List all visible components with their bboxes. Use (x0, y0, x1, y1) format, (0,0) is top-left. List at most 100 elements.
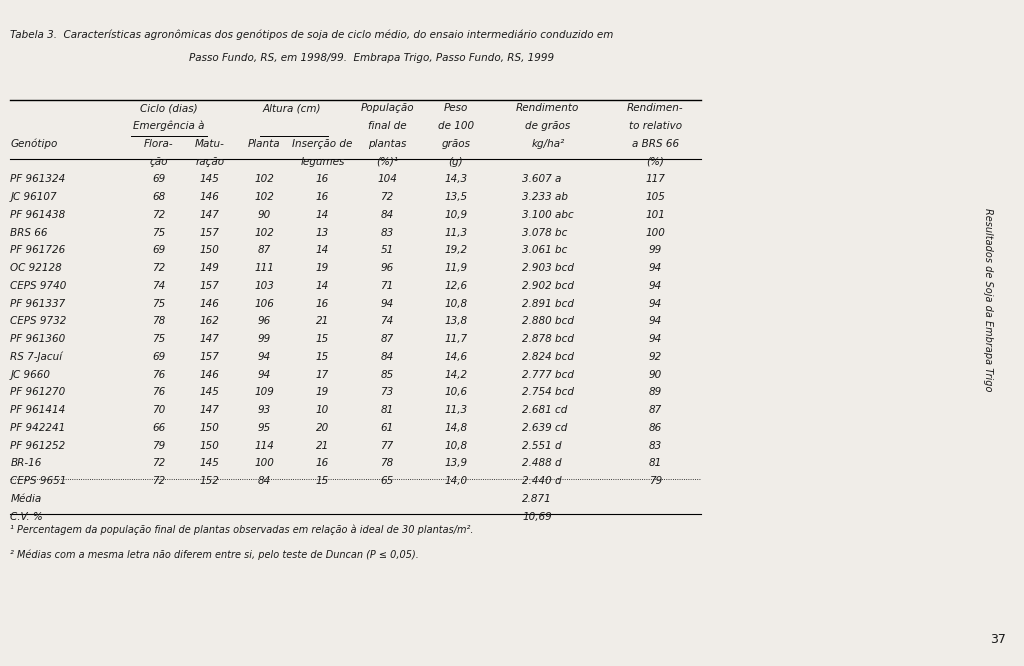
Text: PF 961252: PF 961252 (10, 441, 66, 451)
Text: 105: 105 (645, 192, 666, 202)
Text: 94: 94 (649, 298, 662, 308)
Text: Rendimento: Rendimento (516, 103, 580, 113)
Text: 11,3: 11,3 (444, 405, 467, 415)
Text: 79: 79 (153, 441, 165, 451)
Text: 157: 157 (200, 281, 220, 291)
Text: Altura (cm): Altura (cm) (262, 103, 322, 113)
Text: (%)¹: (%)¹ (376, 157, 398, 166)
Text: 2.777 bcd: 2.777 bcd (522, 370, 574, 380)
Text: 87: 87 (649, 405, 662, 415)
Text: Passo Fundo, RS, em 1998/99.  Embrapa Trigo, Passo Fundo, RS, 1999: Passo Fundo, RS, em 1998/99. Embrapa Tri… (189, 53, 555, 63)
Text: 145: 145 (200, 388, 220, 398)
Text: final de: final de (368, 121, 407, 131)
Text: 13,5: 13,5 (444, 192, 467, 202)
Text: 162: 162 (200, 316, 220, 326)
Text: 81: 81 (649, 458, 662, 468)
Text: 78: 78 (153, 316, 165, 326)
Text: OC 92128: OC 92128 (10, 263, 62, 273)
Text: 16: 16 (316, 458, 329, 468)
Text: 72: 72 (153, 476, 165, 486)
Text: PF 961270: PF 961270 (10, 388, 66, 398)
Text: 76: 76 (153, 388, 165, 398)
Text: 109: 109 (254, 388, 274, 398)
Text: 14,0: 14,0 (444, 476, 467, 486)
Text: 74: 74 (153, 281, 165, 291)
Text: 79: 79 (649, 476, 662, 486)
Text: 51: 51 (381, 245, 393, 255)
Text: 111: 111 (254, 263, 274, 273)
Text: PF 961324: PF 961324 (10, 174, 66, 184)
Text: CEPS 9740: CEPS 9740 (10, 281, 67, 291)
Text: C.V. %: C.V. % (10, 511, 43, 521)
Text: 72: 72 (153, 458, 165, 468)
Text: JC 96107: JC 96107 (10, 192, 57, 202)
Text: Resultados de Soja da Embrapa Trigo: Resultados de Soja da Embrapa Trigo (983, 208, 993, 392)
Text: 81: 81 (381, 405, 393, 415)
Text: Flora-: Flora- (144, 139, 173, 149)
Text: 146: 146 (200, 370, 220, 380)
Text: PF 942241: PF 942241 (10, 423, 66, 433)
Text: 94: 94 (649, 263, 662, 273)
Text: ração: ração (196, 157, 224, 166)
Text: PF 961726: PF 961726 (10, 245, 66, 255)
Text: 94: 94 (649, 334, 662, 344)
Text: 94: 94 (258, 370, 270, 380)
Text: 86: 86 (649, 423, 662, 433)
Text: de grãos: de grãos (525, 121, 570, 131)
Text: 2.551 d: 2.551 d (522, 441, 562, 451)
Text: 96: 96 (381, 263, 393, 273)
Text: 102: 102 (254, 228, 274, 238)
Text: 10,8: 10,8 (444, 298, 467, 308)
Text: 102: 102 (254, 192, 274, 202)
Text: 94: 94 (258, 352, 270, 362)
Text: a BRS 66: a BRS 66 (632, 139, 679, 149)
Text: 157: 157 (200, 352, 220, 362)
Text: 72: 72 (153, 263, 165, 273)
Text: de 100: de 100 (437, 121, 474, 131)
Text: Média: Média (10, 494, 42, 504)
Text: 94: 94 (649, 281, 662, 291)
Text: 77: 77 (381, 441, 393, 451)
Text: ção: ção (150, 157, 168, 166)
Text: 84: 84 (381, 352, 393, 362)
Text: 83: 83 (381, 228, 393, 238)
Text: 2.488 d: 2.488 d (522, 458, 562, 468)
Text: 145: 145 (200, 458, 220, 468)
Text: 14,6: 14,6 (444, 352, 467, 362)
Text: 11,3: 11,3 (444, 228, 467, 238)
Text: 101: 101 (645, 210, 666, 220)
Text: 102: 102 (254, 174, 274, 184)
Text: 117: 117 (645, 174, 666, 184)
Text: 69: 69 (153, 174, 165, 184)
Text: 92: 92 (649, 352, 662, 362)
Text: 150: 150 (200, 245, 220, 255)
Text: 2.871: 2.871 (522, 494, 552, 504)
Text: 147: 147 (200, 334, 220, 344)
Text: Genótipo: Genótipo (10, 139, 57, 149)
Text: 61: 61 (381, 423, 393, 433)
Text: (%): (%) (646, 157, 665, 166)
Text: CEPS 9732: CEPS 9732 (10, 316, 67, 326)
Text: 14: 14 (316, 245, 329, 255)
Text: 150: 150 (200, 423, 220, 433)
Text: 149: 149 (200, 263, 220, 273)
Text: População: População (360, 103, 414, 113)
Text: legumes: legumes (300, 157, 345, 166)
Text: 14,8: 14,8 (444, 423, 467, 433)
Text: 106: 106 (254, 298, 274, 308)
Text: 3.607 a: 3.607 a (522, 174, 561, 184)
Text: 13,8: 13,8 (444, 316, 467, 326)
Text: 146: 146 (200, 298, 220, 308)
Text: 75: 75 (153, 298, 165, 308)
Text: to relativo: to relativo (629, 121, 682, 131)
Text: 94: 94 (381, 298, 393, 308)
Text: 2.891 bcd: 2.891 bcd (522, 298, 574, 308)
Text: 84: 84 (381, 210, 393, 220)
Text: 157: 157 (200, 228, 220, 238)
Text: 152: 152 (200, 476, 220, 486)
Text: 10,6: 10,6 (444, 388, 467, 398)
Text: 13,9: 13,9 (444, 458, 467, 468)
Text: 90: 90 (649, 370, 662, 380)
Text: CEPS 9651: CEPS 9651 (10, 476, 67, 486)
Text: 100: 100 (254, 458, 274, 468)
